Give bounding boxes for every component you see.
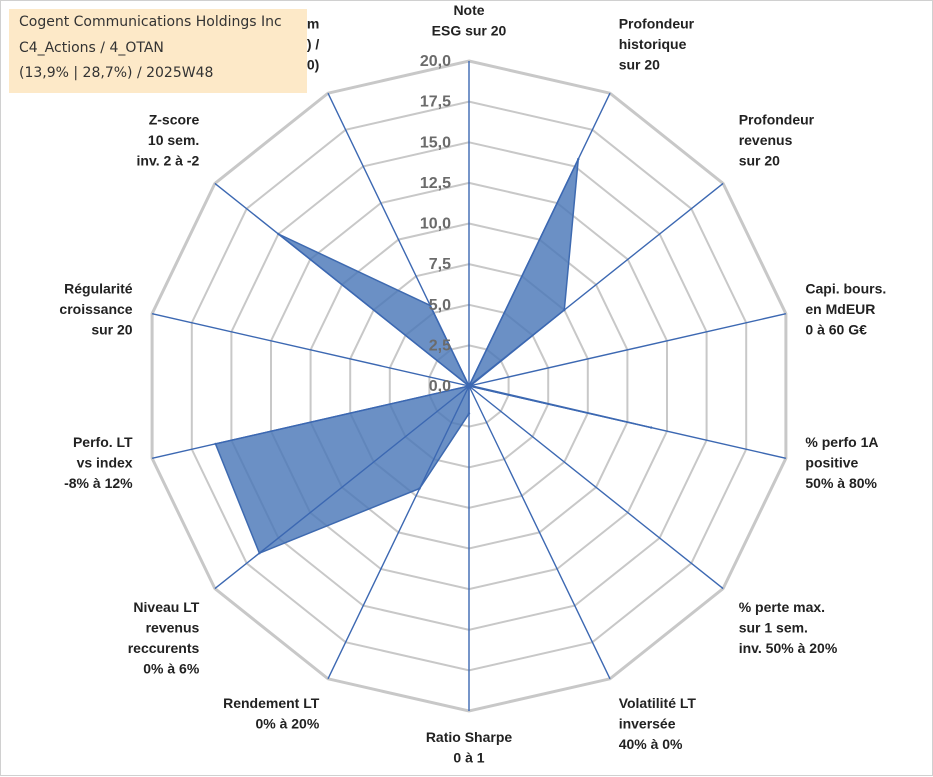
axis-label: Z-score 10 sem. inv. 2 à -2	[137, 111, 200, 168]
axis-spoke	[327, 385, 470, 680]
axis-label-line: croissance	[59, 301, 132, 317]
axis-label-line: Volatilité LT	[619, 695, 697, 711]
axis-spoke	[151, 385, 470, 459]
axis-label-line: 0 à 1	[453, 750, 484, 766]
axis-label-line: Régularité	[64, 281, 133, 297]
axis-label: Profondeur historique sur 20	[619, 16, 695, 73]
axis-label-line: sur 20	[619, 57, 660, 73]
axis-label-line: 0% à 6%	[143, 661, 200, 677]
axis-spoke	[468, 313, 787, 387]
axis-spoke	[468, 92, 611, 387]
axis-label-line: reccurents	[128, 640, 200, 656]
axis-label-line: 0% à 20%	[255, 715, 319, 731]
axis-label-line: revenus	[739, 132, 793, 148]
axis-label-line: % perfo 1A	[805, 434, 878, 450]
axis-label-line: sur 20	[91, 322, 132, 338]
axis-spoke	[468, 385, 724, 590]
axis-label: % perte max. sur 1 sem. inv. 50% à 20%	[739, 599, 838, 656]
axis-label-line: positive	[805, 455, 858, 471]
axis-label: % perfo 1A positive 50% à 80%	[805, 434, 878, 491]
axis-label-line: Note	[453, 2, 484, 18]
axis-spoke	[327, 92, 470, 387]
tick-label: 0,0	[429, 378, 451, 395]
axis-label-line: sur 1 sem.	[739, 620, 808, 636]
axis-label: Perfo. LT vs index -8% à 12%	[64, 434, 133, 491]
tick-label: 7,5	[429, 256, 451, 273]
axis-label-line: Niveau LT	[133, 599, 199, 615]
radial-tick-labels: 0,0 2,5 5,0 7,5 10,0 12,5 15,0 17,5 20,0	[420, 53, 451, 395]
axis-label: Profondeur revenus sur 20	[739, 111, 815, 168]
stats-label: (13,9% | 28,7%) / 2025W48	[19, 65, 214, 81]
axis-label-line: 0 à 60 G€	[805, 322, 867, 338]
company-name: Cogent Communications Holdings Inc	[19, 14, 282, 30]
tick-label: 12,5	[420, 175, 451, 192]
tick-label: 17,5	[420, 94, 451, 111]
axis-label: Rendement LT 0% à 20%	[223, 695, 320, 732]
tick-label: 20,0	[420, 53, 451, 70]
axis-labels: Note ESG sur 20 Profondeur historique sur 20…	[59, 2, 886, 766]
info-box: Cogent Communications Holdings Inc C4_Ac…	[9, 9, 307, 93]
axis-spoke	[214, 385, 470, 590]
tick-label: 10,0	[420, 216, 451, 233]
axis-label: Régularité croissance sur 20	[59, 281, 132, 338]
axis-label-line: -8% à 12%	[64, 475, 133, 491]
axis-label-line: % perte max.	[739, 599, 825, 615]
category-label: C4_Actions / 4_OTAN	[19, 40, 164, 56]
tick-label: 5,0	[429, 297, 451, 314]
axis-spoke	[468, 385, 787, 459]
tick-label: 2,5	[429, 337, 451, 354]
axis-label: Volatilité LT inversée 40% à 0%	[619, 695, 697, 752]
tick-label: 15,0	[420, 134, 451, 151]
axis-label-line: Perfo. LT	[73, 434, 133, 450]
axis-label-line: Rendement LT	[223, 695, 320, 711]
axis-label-line: inv. 2 à -2	[137, 152, 200, 168]
axis-label-line: revenus	[146, 620, 200, 636]
axis-label-line: inversée	[619, 715, 676, 731]
axis-label-line: 40% à 0%	[619, 736, 683, 752]
axis-label: Capi. bours. en MdEUR 0 à 60 G€	[805, 281, 886, 338]
axis-spoke	[214, 182, 470, 387]
axis-spokes	[151, 61, 787, 711]
axis-label-line: 10 sem.	[148, 132, 199, 148]
axis-label-line: vs index	[77, 455, 133, 471]
axis-label-line: Ratio Sharpe	[426, 729, 513, 745]
axis-label: Niveau LT revenus reccurents 0% à 6%	[128, 599, 200, 677]
axis-label-line: 50% à 80%	[805, 475, 877, 491]
axis-label-line: Capi. bours.	[805, 281, 886, 297]
axis-label-line: inv. 50% à 20%	[739, 640, 838, 656]
axis-label-line: ESG sur 20	[432, 23, 507, 39]
axis-label-line: en MdEUR	[805, 301, 875, 317]
axis-label-line: Profondeur	[619, 16, 695, 32]
axis-label-line: Profondeur	[739, 111, 815, 127]
axis-spoke	[468, 182, 724, 387]
axis-label-line: historique	[619, 36, 687, 52]
axis-label-line: Z-score	[149, 111, 200, 127]
axis-spoke	[468, 385, 611, 680]
axis-label: Note ESG sur 20	[432, 2, 507, 39]
axis-spoke	[151, 313, 470, 387]
axis-label-line: sur 20	[739, 152, 780, 168]
axis-label: Ratio Sharpe 0 à 1	[426, 729, 513, 766]
